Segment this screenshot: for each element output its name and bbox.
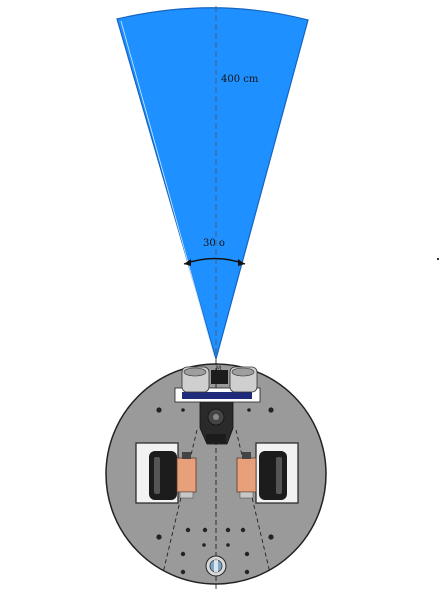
wheel-left	[149, 451, 177, 500]
angle-arrow-left	[184, 259, 191, 266]
servo-mount	[199, 399, 234, 445]
wheel-right	[259, 451, 287, 500]
guide-line-right	[235, 429, 271, 574]
robot-chassis: M	[105, 360, 327, 590]
motor-right	[236, 452, 257, 499]
ultrasonic-sensor: M	[174, 365, 261, 403]
edge-mark	[437, 258, 439, 260]
motor-left	[176, 452, 197, 499]
sensor-beam: 400 cm 30 o	[116, 6, 309, 362]
beam-cone	[116, 7, 309, 362]
guide-line-left	[162, 429, 198, 574]
caster-wheel	[205, 555, 227, 577]
range-label: 400 cm	[221, 74, 259, 85]
angle-label: 30 o	[203, 238, 225, 249]
svg-text:M: M	[216, 365, 221, 372]
mounting-holes	[156, 407, 274, 575]
angle-arrow-right	[238, 259, 245, 266]
beam-highlight	[120, 20, 215, 357]
